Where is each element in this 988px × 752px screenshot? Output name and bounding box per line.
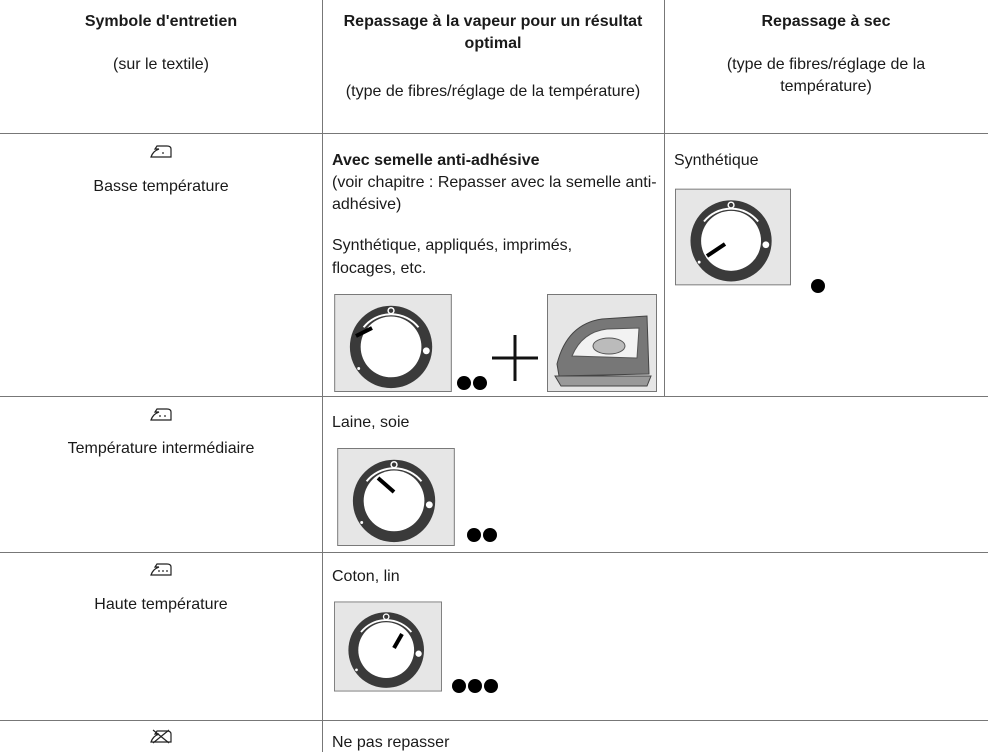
care-symbol: [149, 729, 173, 744]
care-symbol: [149, 406, 173, 422]
steam-text: Ne pas repasser: [332, 734, 450, 751]
symbol-label: Basse température: [93, 178, 229, 195]
dial-icon: [675, 188, 791, 286]
steam-heading: Avec semelle anti-adhésive: [332, 152, 540, 169]
column-border: [664, 0, 665, 396]
dial-icon: [334, 601, 442, 692]
steam-text: Synthétique, appliqués, imprimés, flocag…: [332, 237, 573, 277]
steam-note: (voir chapitre : Repasser avec la semell…: [332, 174, 657, 213]
header-title: Repassage à la vapeur pour un résultat o…: [343, 13, 643, 52]
dots: [452, 679, 498, 693]
header-title: Repassage à sec: [761, 13, 891, 30]
header-note: (type de fibres/réglage de la températur…: [726, 56, 926, 95]
steam-text: Coton, lin: [332, 568, 400, 585]
header-note: (sur le textile): [112, 56, 210, 73]
row-border: [0, 396, 988, 397]
header-title: Symbole d'entretien: [84, 13, 238, 30]
symbol-label: Température intermédiaire: [67, 440, 255, 457]
steam-text: Laine, soie: [332, 414, 410, 431]
care-symbol: [149, 143, 173, 159]
dots: [811, 279, 825, 293]
care-symbol: [149, 561, 173, 577]
dial-icon: [334, 294, 452, 392]
row-border: [0, 552, 988, 553]
column-border: [322, 0, 323, 752]
dots: [457, 376, 487, 390]
header-note: (type de fibres/réglage de la températur…: [345, 83, 641, 100]
dial-icon: [336, 448, 456, 546]
symbol-label: Haute température: [94, 596, 228, 613]
row-border: [0, 720, 988, 721]
dots: [467, 528, 497, 542]
row-border: [0, 133, 988, 134]
plus-sign: [492, 335, 538, 381]
iron-image: [547, 294, 657, 392]
dry-text: Synthétique: [674, 152, 759, 169]
